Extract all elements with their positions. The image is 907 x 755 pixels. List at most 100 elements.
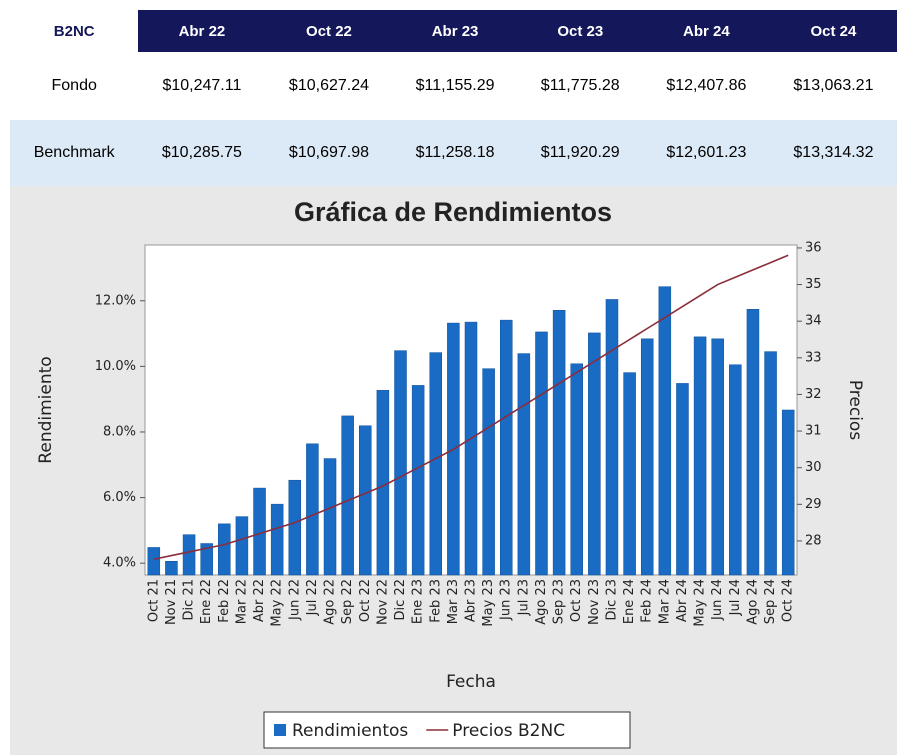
- bar: [693, 336, 707, 576]
- bar: [535, 331, 548, 576]
- table-cell: Oct 23: [517, 10, 643, 52]
- legend-label: Precios B2NC: [452, 721, 565, 741]
- bar: [570, 363, 583, 576]
- x-tick-label: Nov 23: [587, 579, 602, 625]
- table-row: Fondo $10,247.11 $10,627.24 $11,155.29 $11,7…: [10, 52, 897, 120]
- table-cell: $11,258.18: [392, 120, 518, 186]
- y2-tick-label: 34: [805, 314, 822, 329]
- y2-tick-label: 36: [805, 240, 822, 255]
- table-cell: Oct 24: [769, 10, 897, 52]
- x-tick-label: Ago 23: [534, 579, 549, 625]
- bar: [781, 409, 795, 576]
- x-tick-label: Jun 24: [710, 579, 725, 621]
- bar: [588, 332, 601, 576]
- y-tick-label: 4.0%: [103, 556, 136, 571]
- bar: [182, 534, 196, 576]
- x-tick-label: Oct 24: [781, 579, 796, 622]
- legend-label: Rendimientos: [292, 721, 408, 741]
- x-tick-label: Jun 22: [287, 579, 302, 621]
- bar: [394, 350, 407, 576]
- x-tick-label: Oct 21: [146, 579, 161, 622]
- bar: [623, 372, 636, 576]
- x-tick-label: Jul 24: [728, 579, 743, 616]
- bar: [499, 319, 513, 576]
- y2-tick-label: 30: [805, 460, 822, 475]
- bar: [147, 547, 161, 576]
- table-cell: Abr 24: [642, 10, 770, 52]
- bar: [658, 286, 672, 576]
- bar: [235, 516, 249, 576]
- table-cell: $10,697.98: [265, 120, 393, 186]
- table-cell: $13,314.32: [769, 120, 897, 186]
- bar: [676, 383, 689, 576]
- table-cell: B2NC: [10, 10, 139, 52]
- table-cell: Benchmark: [10, 120, 139, 186]
- x-tick-label: May 23: [481, 579, 496, 627]
- table-cell: $10,247.11: [138, 52, 266, 120]
- bar: [464, 321, 478, 576]
- y-tick-label: 10.0%: [95, 359, 136, 374]
- x-tick-label: Mar 22: [234, 579, 249, 624]
- y-axis-label: Rendimiento: [36, 356, 56, 463]
- x-tick-label: Ene 24: [622, 579, 637, 624]
- x-tick-label: Ago 22: [323, 579, 338, 625]
- x-tick-label: Mar 23: [446, 579, 461, 624]
- x-tick-label: Ago 24: [745, 579, 760, 625]
- x-tick-label: Ene 22: [199, 579, 214, 624]
- x-tick-label: Dic 22: [393, 579, 408, 620]
- bar: [411, 385, 425, 576]
- y-tick-label: 12.0%: [95, 293, 136, 308]
- table-cell: $11,775.28: [517, 52, 643, 120]
- x-tick-label: Oct 23: [569, 579, 584, 622]
- bar: [429, 352, 443, 576]
- x-tick-label: Feb 22: [217, 579, 232, 623]
- table-row: Benchmark $10,285.75 $10,697.98 $11,258.18 $…: [10, 120, 897, 186]
- table-cell: $10,627.24: [265, 52, 393, 120]
- table-cell: Abr 23: [392, 10, 518, 52]
- x-tick-label: Ene 23: [411, 579, 426, 624]
- price-line: [153, 254, 789, 561]
- x-axis-label: Fecha: [446, 672, 496, 692]
- table-cell: $11,920.29: [517, 120, 643, 186]
- y2-tick-label: 35: [805, 277, 822, 292]
- table-cell: Oct 22: [265, 10, 393, 52]
- table-cell: $12,407.86: [642, 52, 770, 120]
- x-tick-label: May 22: [270, 579, 285, 627]
- y-tick-label: 6.0%: [103, 490, 136, 505]
- bar: [517, 353, 531, 576]
- table-cell: Abr 22: [138, 10, 266, 52]
- table-cell: Fondo: [10, 52, 139, 120]
- summary-table: B2NC Abr 22 Oct 22 Abr 23 Oct 23 Abr 24 Oct 24…: [10, 10, 897, 186]
- y2-tick-label: 31: [805, 424, 822, 439]
- x-tick-label: Abr 22: [252, 579, 267, 622]
- table-cell: $13,063.21: [769, 52, 897, 120]
- bar: [729, 364, 742, 576]
- legend-swatch: [274, 724, 286, 736]
- x-tick-label: Jul 22: [305, 579, 320, 616]
- bar: [323, 458, 337, 576]
- table-cell: $11,155.29: [392, 52, 518, 120]
- y-tick-label: 8.0%: [103, 424, 136, 439]
- x-tick-label: Sep 22: [340, 579, 355, 624]
- header-row: B2NC Abr 22 Oct 22 Abr 23 Oct 23 Abr 24 Oct 24: [10, 10, 897, 52]
- y2-tick-label: 33: [805, 350, 822, 365]
- x-tick-label: Nov 22: [375, 579, 390, 625]
- bar: [746, 309, 760, 576]
- x-tick-label: Abr 23: [464, 579, 479, 622]
- x-tick-label: Feb 24: [640, 579, 655, 623]
- bar: [200, 543, 213, 576]
- x-tick-label: Nov 21: [164, 579, 179, 625]
- bar: [552, 310, 566, 576]
- x-tick-label: May 24: [693, 579, 708, 627]
- x-tick-label: Jun 23: [499, 579, 514, 621]
- bar: [376, 390, 390, 576]
- x-tick-label: Dic 21: [182, 579, 197, 620]
- y2-axis-label: Precios: [845, 380, 865, 440]
- x-tick-label: Dic 23: [604, 579, 619, 620]
- bar: [359, 425, 372, 576]
- bar: [341, 415, 354, 576]
- bar: [165, 560, 178, 576]
- bar: [605, 299, 619, 576]
- chart-title: Gráfica de Rendimientos: [294, 197, 612, 227]
